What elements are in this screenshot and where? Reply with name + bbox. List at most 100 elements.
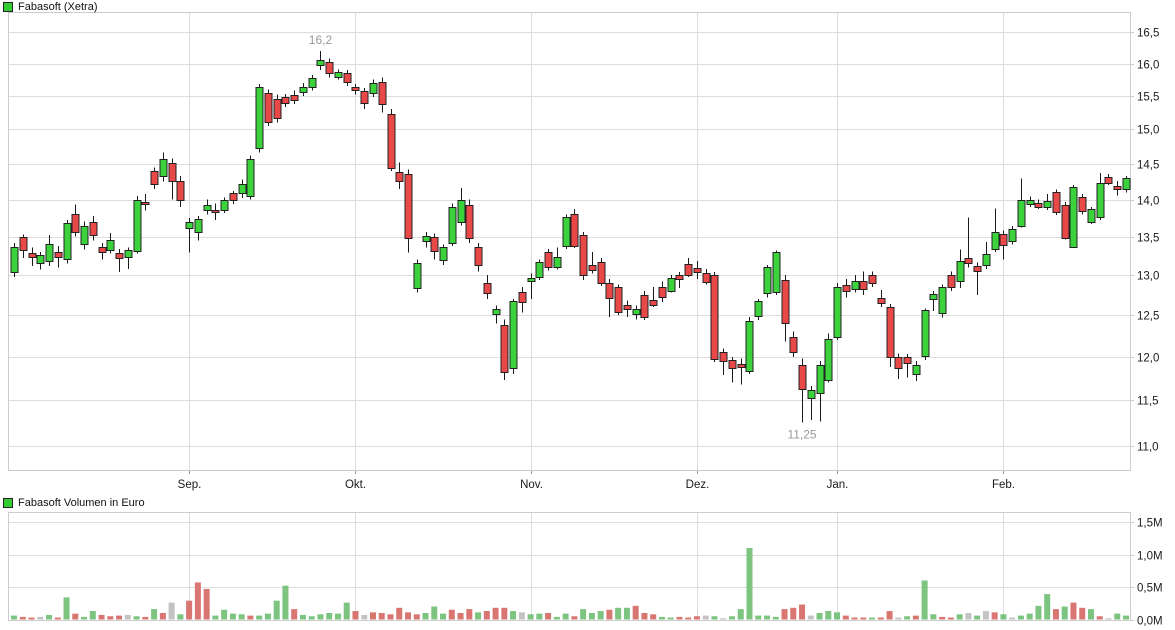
volume-bar [440, 613, 447, 620]
volume-bar [615, 607, 622, 620]
candle-up [833, 287, 842, 338]
volume-bar [536, 613, 543, 620]
candle-down [710, 275, 719, 360]
volume-bar [448, 609, 455, 620]
volume-bar [816, 613, 823, 620]
volume-bar [623, 607, 630, 620]
volume-bar [431, 606, 438, 620]
candle-up [255, 87, 264, 149]
candle-up [80, 226, 89, 245]
price-axis-label: 12,5 [1137, 311, 1159, 323]
candle-down [597, 262, 606, 284]
candle-down [579, 235, 588, 276]
candle-up [220, 200, 229, 211]
volume-bar [291, 609, 298, 620]
candle-up [1122, 178, 1131, 190]
volume-bar [807, 615, 814, 620]
candle-down [168, 163, 177, 182]
candle-up [413, 263, 422, 289]
candle-down [1034, 203, 1043, 208]
volume-bar [877, 617, 884, 620]
volume-bar [676, 616, 683, 620]
candle-down [500, 325, 509, 373]
volume-bar [334, 613, 341, 620]
volume-bar [921, 580, 928, 620]
price-axis-label: 13,5 [1137, 233, 1159, 245]
candle-down [588, 265, 597, 271]
volume-bar [361, 614, 368, 620]
volume-bar [799, 604, 806, 620]
volume-bar [107, 616, 114, 620]
volume-bar [685, 617, 692, 620]
candle-up [754, 301, 763, 317]
volume-bar [116, 615, 123, 620]
candle-up [316, 60, 325, 66]
volume-bar [667, 617, 674, 620]
candle-down [378, 82, 387, 105]
volume-bar [510, 611, 517, 620]
volume-bar [54, 617, 61, 620]
candle-down [702, 273, 711, 283]
candle-up [982, 254, 991, 266]
volume-bar [151, 609, 158, 620]
candle-down [474, 247, 483, 266]
volume-bar [597, 611, 604, 620]
volume-bar [606, 609, 613, 620]
price-axis-label: 16,5 [1137, 28, 1159, 40]
volume-bar [562, 613, 569, 620]
volume-bar [571, 616, 578, 620]
price-axis-label: 12,0 [1137, 353, 1159, 365]
price-axis-label: 13,0 [1137, 271, 1159, 283]
candle-up [457, 200, 466, 223]
candle-up [369, 83, 378, 94]
volume-bar [711, 616, 718, 620]
volume-bar [518, 612, 525, 620]
volume-bar [212, 615, 219, 620]
volume-bar [702, 615, 709, 620]
volume-bar [746, 548, 753, 620]
volume-bar [545, 613, 552, 620]
candle-down [649, 300, 658, 306]
candle-down [98, 247, 107, 253]
candle-down [903, 357, 912, 364]
candle-up [492, 309, 501, 315]
month-label: Dez. [686, 479, 710, 491]
candle-up [448, 207, 457, 244]
price-panel-border [8, 12, 1131, 471]
volume-bar [186, 600, 193, 620]
volume-bar [825, 611, 832, 620]
candle-up [772, 252, 781, 293]
volume-bar [1105, 618, 1112, 620]
volume-bar [378, 613, 385, 620]
candle-up [824, 339, 833, 381]
volume-bar [1114, 613, 1121, 620]
candle-up [194, 219, 203, 233]
volume-bar [834, 612, 841, 620]
candle-down [141, 202, 150, 205]
volume-bar [790, 607, 797, 620]
candle-down [781, 280, 790, 324]
candle-down [737, 364, 746, 368]
candle-down [1052, 192, 1061, 213]
low-annotation: 11,25 [787, 428, 816, 442]
volume-bar [142, 616, 149, 620]
candle-down [483, 283, 492, 294]
candle-down [54, 252, 63, 258]
month-label: Sep. [178, 479, 202, 491]
volume-bar [781, 609, 788, 620]
price-axis-label: 16,0 [1137, 60, 1159, 72]
month-label: Nov. [520, 479, 543, 491]
candle-up [763, 267, 772, 294]
volume-bar [1087, 609, 1094, 620]
volume-bar [247, 615, 254, 620]
volume-axis-label: 1,0M [1137, 551, 1163, 563]
candle-down [684, 264, 693, 276]
candle-down [640, 295, 649, 318]
candle-up [921, 310, 930, 357]
volume-bar [1123, 615, 1129, 620]
volume-bar [588, 613, 595, 620]
month-label: Feb. [992, 479, 1015, 491]
candle-down [1061, 205, 1070, 239]
candle-up [807, 390, 816, 399]
